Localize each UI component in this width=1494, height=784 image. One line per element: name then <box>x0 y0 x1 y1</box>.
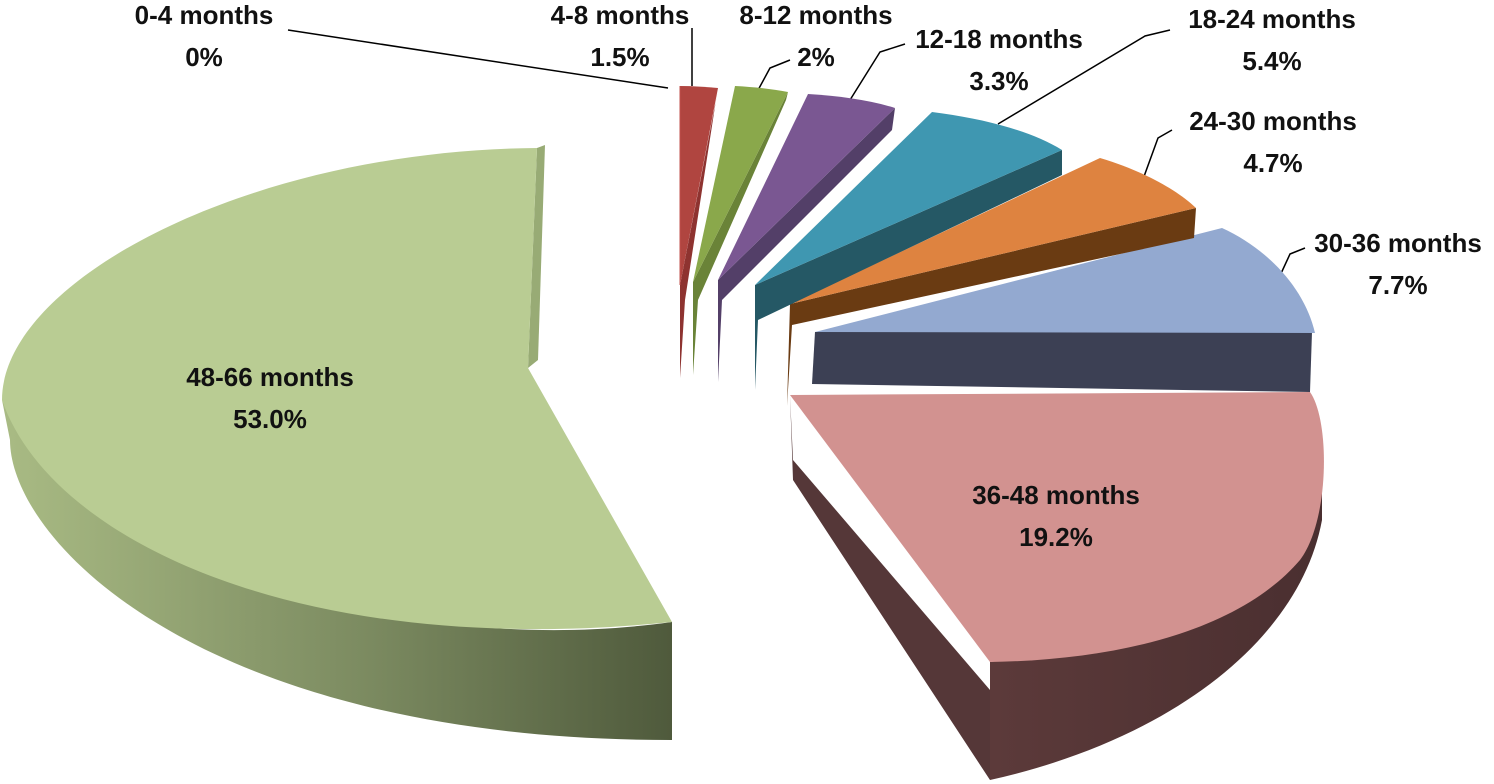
slice-4-8 <box>680 86 718 378</box>
label-8-12-name: 8-12 months <box>739 0 892 30</box>
label-18-24-value: 5.4% <box>1242 46 1301 76</box>
label-0-4-value: 0% <box>185 42 223 72</box>
slice-12-18 <box>718 94 895 382</box>
leader-line-24-30 <box>1141 129 1173 183</box>
label-0-4-name: 0-4 months <box>135 0 274 30</box>
label-4-8-name: 4-8 months <box>551 0 690 30</box>
label-12-18-name: 12-18 months <box>915 24 1083 54</box>
slice-8-12-top <box>693 86 788 282</box>
leader-line-30-36 <box>1277 247 1306 281</box>
slice-30-36 <box>812 228 1315 392</box>
label-24-30-name: 24-30 months <box>1189 106 1357 136</box>
slice-48-66-top <box>2 148 672 630</box>
slice-48-66-inner-side <box>528 145 545 368</box>
leader-line-0-4 <box>287 29 669 89</box>
slice-18-24-top <box>755 112 1062 285</box>
slice-24-30 <box>787 158 1196 406</box>
label-8-12-value: 2% <box>797 42 835 72</box>
leader-line-8-12 <box>756 59 791 93</box>
slice-8-12 <box>693 86 788 375</box>
slice-36-48-side <box>990 460 1322 780</box>
slice-24-30-top <box>790 158 1196 304</box>
slice-36-48 <box>790 392 1324 780</box>
label-36-48-value: 19.2% <box>1019 522 1093 552</box>
leader-line-12-18 <box>849 43 906 101</box>
label-12-18-value: 3.3% <box>969 66 1028 96</box>
label-48-66-value: 53.0% <box>233 404 307 434</box>
slice-12-18-top <box>718 94 895 280</box>
slice-36-48-top <box>790 392 1324 662</box>
label-30-36-value: 7.7% <box>1368 270 1427 300</box>
label-4-8-value: 1.5% <box>590 42 649 72</box>
slice-48-66-side <box>2 400 672 740</box>
label-48-66-name: 48-66 months <box>186 362 354 392</box>
slice-48-66 <box>2 145 672 740</box>
label-18-24-name: 18-24 months <box>1188 4 1356 34</box>
label-36-48-name: 36-48 months <box>972 480 1140 510</box>
slice-18-24-side <box>755 150 1062 390</box>
leader-line-18-24 <box>997 29 1171 125</box>
slice-36-48-side-left <box>790 395 990 780</box>
slice-30-36-side <box>812 332 1312 392</box>
label-30-36-name: 30-36 months <box>1314 228 1482 258</box>
slice-30-36-top <box>815 228 1315 333</box>
leader-lines <box>287 28 1306 281</box>
slice-18-24 <box>755 112 1062 390</box>
data-labels: 0-4 months 0% 4-8 months 1.5% 8-12 month… <box>135 0 1482 552</box>
label-24-30-value: 4.7% <box>1243 148 1302 178</box>
slice-24-30-side <box>787 208 1196 406</box>
slice-12-18-side <box>718 108 895 382</box>
slice-4-8-top <box>680 86 718 285</box>
